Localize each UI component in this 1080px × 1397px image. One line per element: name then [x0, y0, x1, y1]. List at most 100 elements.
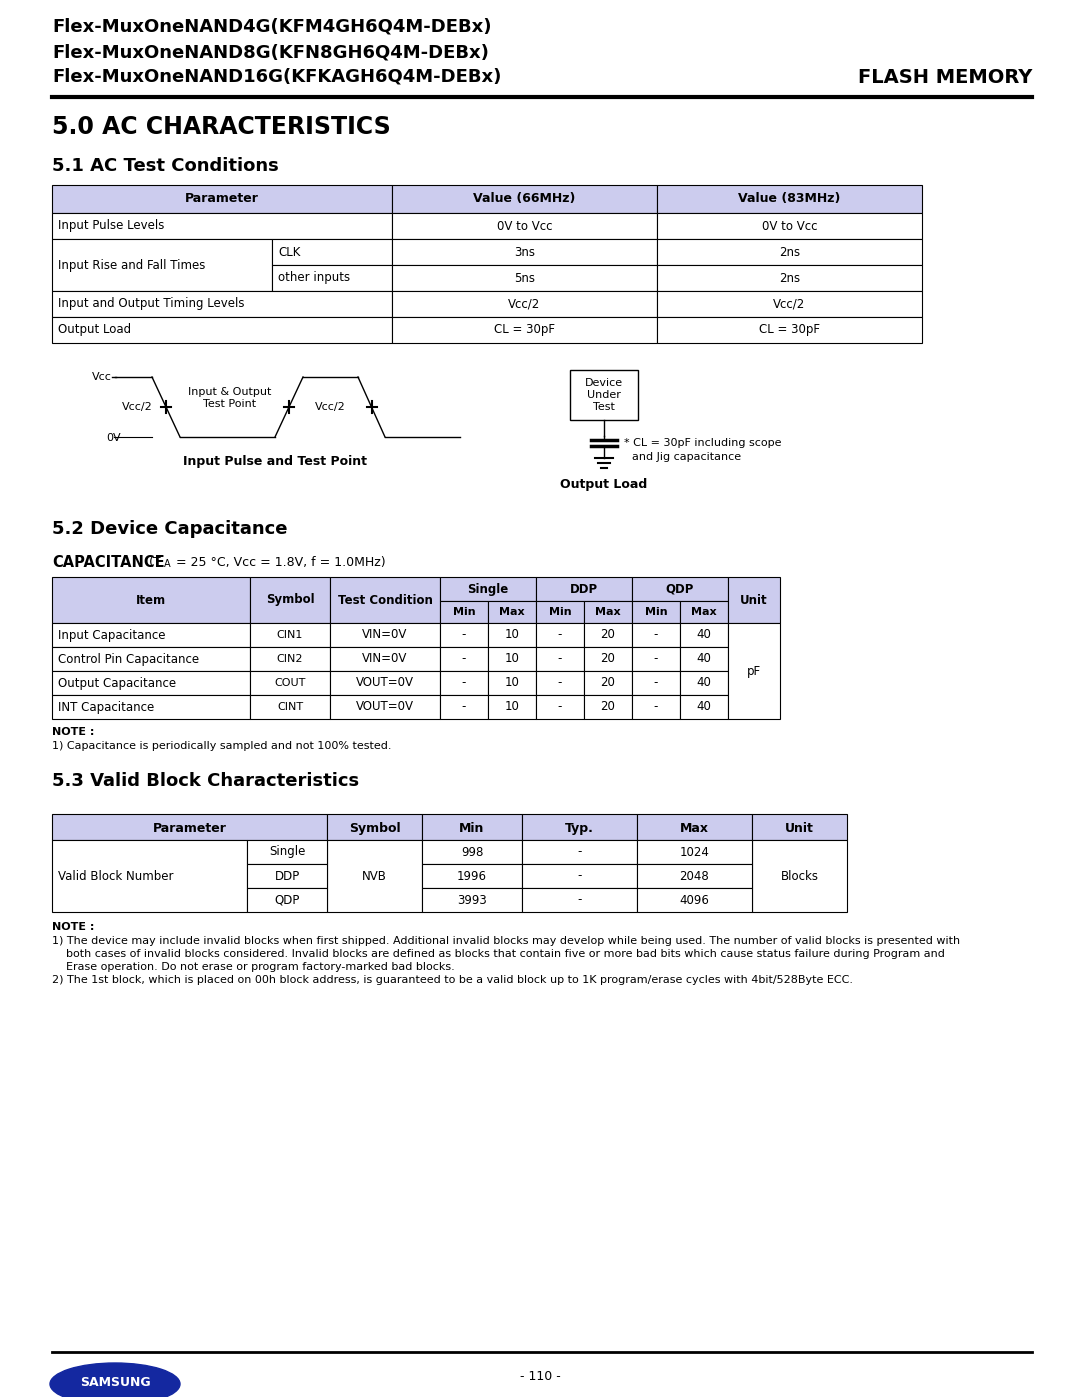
Text: Flex-MuxOneNAND16G(KFKAGH6Q4M-DEBx): Flex-MuxOneNAND16G(KFKAGH6Q4M-DEBx) [52, 68, 501, 87]
Bar [249, 694, 330, 719]
Text: 10: 10 [504, 629, 519, 641]
Bar [488, 671, 536, 694]
Text: 5.2 Device Capacitance: 5.2 Device Capacitance [52, 520, 287, 538]
Bar [632, 671, 680, 694]
Bar [52, 623, 249, 647]
Bar [52, 291, 392, 317]
Text: (T: (T [149, 556, 162, 569]
Bar [422, 840, 522, 863]
Text: 1024: 1024 [679, 845, 710, 859]
Text: Single: Single [468, 583, 509, 597]
Bar [632, 647, 680, 671]
Bar [488, 694, 536, 719]
Text: -: - [653, 676, 658, 690]
Text: Control Pin Capacitance: Control Pin Capacitance [58, 652, 199, 665]
Text: Output Load: Output Load [561, 478, 648, 490]
Bar [657, 212, 922, 239]
Text: Parameter: Parameter [185, 191, 259, 205]
Bar [522, 863, 637, 888]
Bar [330, 647, 440, 671]
Bar [536, 647, 584, 671]
Text: 1996: 1996 [457, 869, 487, 883]
Text: 4096: 4096 [679, 894, 710, 907]
Text: Test: Test [593, 402, 615, 412]
Bar [440, 694, 488, 719]
Text: INT Capacitance: INT Capacitance [58, 700, 154, 714]
Bar [657, 317, 922, 344]
Text: 20: 20 [600, 700, 616, 714]
Text: Vcc/2: Vcc/2 [509, 298, 541, 310]
Text: Under: Under [588, 390, 621, 400]
Text: Min: Min [645, 608, 667, 617]
Bar [536, 601, 584, 623]
Text: Max: Max [691, 608, 717, 617]
Bar [249, 577, 330, 623]
Bar [330, 671, 440, 694]
Text: -: - [462, 652, 467, 665]
Text: -: - [653, 652, 658, 665]
Bar [422, 888, 522, 912]
Bar [392, 184, 657, 212]
Bar [330, 623, 440, 647]
Text: -: - [653, 700, 658, 714]
Text: Parameter: Parameter [152, 821, 227, 835]
Bar [728, 577, 780, 623]
Text: Symbol: Symbol [266, 594, 314, 606]
Text: CLK: CLK [278, 246, 300, 258]
Text: -: - [557, 629, 563, 641]
Bar [637, 888, 752, 912]
Text: -: - [462, 676, 467, 690]
Bar [52, 239, 272, 291]
Text: FLASH MEMORY: FLASH MEMORY [858, 68, 1032, 87]
Text: Value (83MHz): Value (83MHz) [739, 191, 840, 205]
Bar [247, 840, 327, 863]
Text: 0V to Vcc: 0V to Vcc [497, 219, 552, 232]
Bar [680, 694, 728, 719]
Bar [584, 694, 632, 719]
Text: 3993: 3993 [457, 894, 487, 907]
Text: CINT: CINT [276, 703, 303, 712]
Text: Erase operation. Do not erase or program factory-marked bad blocks.: Erase operation. Do not erase or program… [52, 963, 455, 972]
Text: Item: Item [136, 594, 166, 606]
Bar [52, 317, 392, 344]
Text: NOTE :: NOTE : [52, 726, 94, 738]
Bar [488, 601, 536, 623]
Bar [422, 863, 522, 888]
Bar [272, 239, 392, 265]
Text: VIN=0V: VIN=0V [362, 652, 407, 665]
Text: both cases of invalid blocks considered. Invalid blocks are defined as blocks th: both cases of invalid blocks considered.… [52, 949, 945, 958]
Text: other inputs: other inputs [278, 271, 350, 285]
Text: COUT: COUT [274, 678, 306, 687]
Text: 20: 20 [600, 676, 616, 690]
Text: -: - [578, 869, 582, 883]
Text: Input Capacitance: Input Capacitance [58, 629, 165, 641]
Text: Blocks: Blocks [781, 869, 819, 883]
Text: 2) The 1st block, which is placed on 00h block address, is guaranteed to be a va: 2) The 1st block, which is placed on 00h… [52, 975, 853, 985]
Text: Unit: Unit [740, 594, 768, 606]
Bar [657, 265, 922, 291]
Text: Input & Output: Input & Output [188, 387, 272, 397]
Bar [536, 694, 584, 719]
Text: Flex-MuxOneNAND4G(KFM4GH6Q4M-DEBx): Flex-MuxOneNAND4G(KFM4GH6Q4M-DEBx) [52, 18, 491, 36]
Text: Value (66MHz): Value (66MHz) [473, 191, 576, 205]
Text: Vcc/2: Vcc/2 [315, 402, 346, 412]
Text: 10: 10 [504, 676, 519, 690]
Bar [52, 694, 249, 719]
Text: 1) The device may include invalid blocks when first shipped. Additional invalid : 1) The device may include invalid blocks… [52, 936, 960, 946]
Bar [584, 671, 632, 694]
Bar [52, 212, 392, 239]
Bar [728, 623, 780, 719]
Text: Input and Output Timing Levels: Input and Output Timing Levels [58, 298, 244, 310]
Text: 20: 20 [600, 652, 616, 665]
Bar [657, 184, 922, 212]
Text: CAPACITANCE: CAPACITANCE [52, 555, 164, 570]
Bar [680, 671, 728, 694]
Text: 5ns: 5ns [514, 271, 535, 285]
Bar [330, 577, 440, 623]
Text: Min: Min [453, 608, 475, 617]
Text: - 110 -: - 110 - [519, 1370, 561, 1383]
Text: 0V: 0V [106, 433, 121, 443]
Text: Output Capacitance: Output Capacitance [58, 676, 176, 690]
Bar [522, 840, 637, 863]
Text: Input Pulse Levels: Input Pulse Levels [58, 219, 164, 232]
